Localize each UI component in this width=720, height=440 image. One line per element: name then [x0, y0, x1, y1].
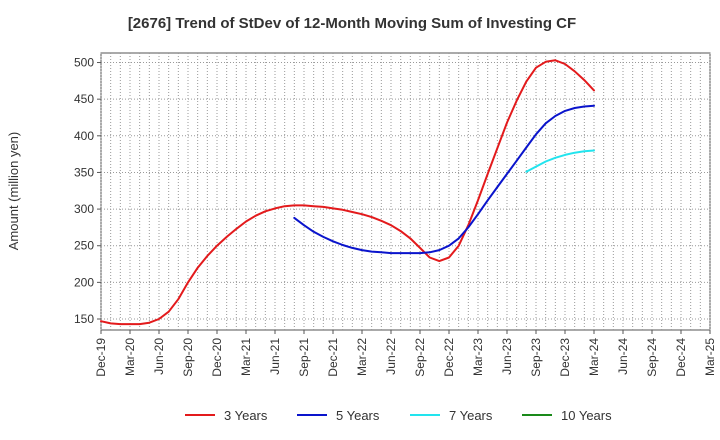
y-tick-label: 350 — [74, 165, 94, 179]
y-tick-label: 400 — [74, 129, 94, 143]
x-tick-label: Mar-22 — [355, 338, 369, 376]
x-tick-label: Mar-20 — [123, 338, 137, 376]
plot-area — [100, 52, 711, 331]
x-tick-label: Jun-20 — [152, 338, 166, 375]
x-tick-label: Sep-23 — [529, 338, 543, 377]
x-tick-label: Jun-21 — [268, 338, 282, 375]
x-tick-label: Dec-24 — [674, 338, 688, 377]
gridlines — [100, 53, 711, 330]
x-tick-label: Jun-23 — [500, 338, 514, 375]
y-axis-ticks: 150 200 250 300 350 400 450 500 — [74, 56, 101, 326]
x-tick-label: Mar-24 — [587, 338, 601, 376]
x-axis-ticks: Dec-19 Mar-20 Jun-20 Sep-20 Dec-20 Mar-21 Jun-… — [94, 330, 717, 377]
series-lines — [100, 59, 595, 326]
x-tick-label: Mar-21 — [239, 338, 253, 376]
x-tick-label: Sep-21 — [297, 338, 311, 377]
x-tick-label: Mar-23 — [471, 338, 485, 376]
legend-label: 10 Years — [561, 408, 612, 423]
y-tick-label: 300 — [74, 202, 94, 216]
x-tick-label: Sep-22 — [413, 338, 427, 377]
y-axis-label: Amount (million yen) — [6, 132, 21, 251]
series-line-3-years — [100, 59, 595, 326]
x-tick-label: Mar-25 — [703, 338, 717, 376]
y-tick-label: 450 — [74, 92, 94, 106]
x-tick-label: Dec-20 — [210, 338, 224, 377]
y-tick-label: 200 — [74, 275, 94, 289]
series-line-5-years — [293, 104, 595, 255]
x-tick-label: Dec-23 — [558, 338, 572, 377]
x-tick-label: Dec-21 — [326, 338, 340, 377]
legend: 3 Years 5 Years 7 Years 10 Years — [185, 408, 612, 423]
chart-title: [2676] Trend of StDev of 12-Month Moving… — [128, 15, 576, 32]
legend-label: 3 Years — [224, 408, 268, 423]
x-tick-label: Jun-22 — [384, 338, 398, 375]
y-tick-label: 150 — [74, 312, 94, 326]
x-tick-label: Sep-24 — [645, 338, 659, 377]
legend-label: 7 Years — [449, 408, 493, 423]
series-line-7-years — [525, 149, 595, 173]
y-tick-label: 500 — [74, 56, 94, 70]
legend-label: 5 Years — [336, 408, 380, 423]
x-tick-label: Dec-19 — [94, 338, 108, 377]
y-tick-label: 250 — [74, 239, 94, 253]
x-tick-label: Dec-22 — [442, 338, 456, 377]
x-tick-label: Sep-20 — [181, 338, 195, 377]
x-tick-label: Jun-24 — [616, 338, 630, 375]
